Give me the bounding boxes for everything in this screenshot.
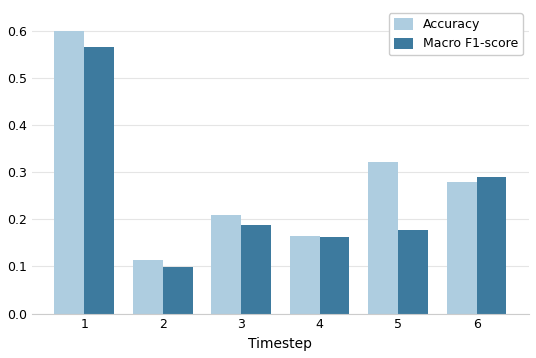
- Bar: [290, 236, 319, 314]
- Bar: [447, 182, 477, 314]
- Legend: Accuracy, Macro F1-score: Accuracy, Macro F1-score: [389, 13, 523, 55]
- Bar: [368, 162, 398, 314]
- Bar: [163, 267, 192, 314]
- Bar: [477, 177, 507, 314]
- Bar: [84, 47, 114, 314]
- Bar: [241, 225, 271, 314]
- Bar: [211, 214, 241, 314]
- Bar: [55, 30, 84, 314]
- Bar: [133, 260, 163, 314]
- Bar: [398, 229, 428, 314]
- X-axis label: Timestep: Timestep: [248, 337, 312, 351]
- Bar: [319, 237, 349, 314]
